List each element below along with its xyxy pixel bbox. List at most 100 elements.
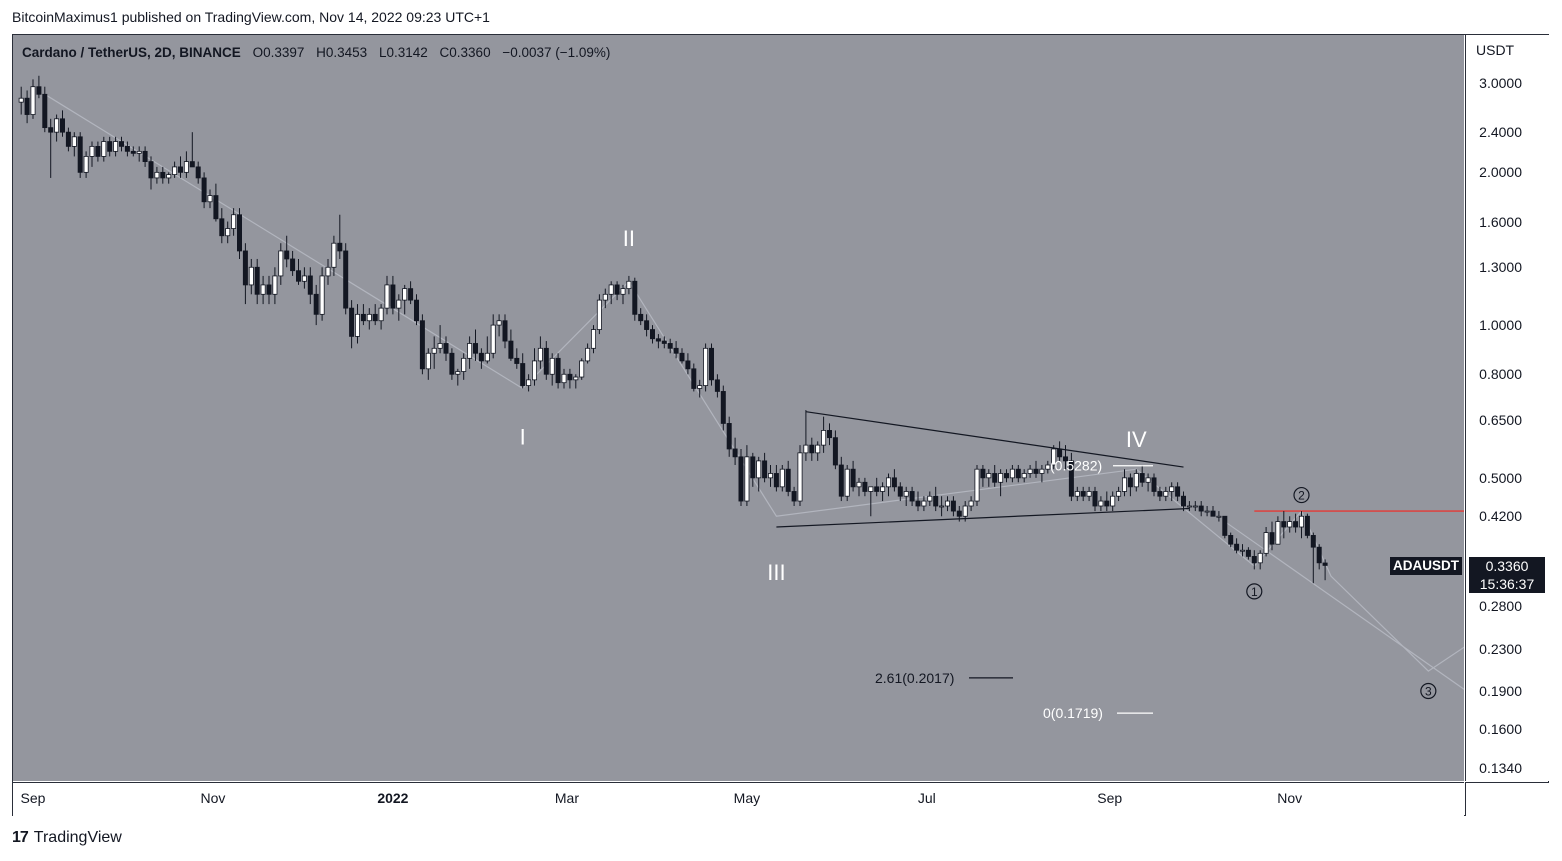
legend-close-label: C — [439, 45, 450, 60]
candle-body — [1133, 473, 1139, 488]
candle-body — [177, 166, 183, 173]
legend-change: −0.0037 (−1.09%) — [502, 45, 611, 60]
candle-body — [419, 320, 425, 370]
candle-body — [77, 136, 83, 173]
candle-body — [54, 118, 60, 133]
price-tick-label: 0.8000 — [1479, 366, 1522, 383]
legend-open-value: 0.3397 — [263, 45, 305, 60]
candle-body — [496, 320, 502, 326]
candle-body — [413, 299, 419, 322]
elliott-wave-label: III — [767, 560, 785, 585]
candle-body — [673, 347, 679, 354]
candle-body — [986, 473, 992, 479]
candle-body — [850, 468, 856, 488]
candle-body — [195, 166, 201, 179]
candle-body — [838, 464, 844, 497]
candlestick-chart[interactable]: (0.5282)2.61(0.2017)0(0.1719)IIIIIIIVV12… — [13, 35, 1464, 781]
candle-body — [472, 343, 478, 354]
candle-body — [1216, 515, 1222, 518]
candle-body — [573, 376, 579, 381]
candle-body — [1033, 468, 1039, 474]
candle-body — [762, 460, 768, 479]
candle-body — [431, 347, 437, 354]
candle-body — [378, 307, 384, 322]
candle-body — [555, 357, 561, 384]
candle-body — [956, 510, 962, 517]
candle-body — [697, 385, 703, 389]
candle-body — [620, 288, 626, 295]
tradingview-footer[interactable]: 17 TradingView — [12, 829, 122, 847]
symbol-price-tag: ADAUSDT — [1390, 557, 1462, 575]
candle-body — [815, 444, 821, 454]
candle-body — [272, 275, 278, 295]
subwave-circle — [1420, 682, 1437, 700]
candle-body — [130, 150, 136, 154]
price-axis[interactable] — [1465, 35, 1549, 781]
candle-body — [998, 473, 1004, 483]
candle-body — [679, 352, 685, 362]
legend-symbol[interactable]: Cardano / TetherUS, 2D, BINANCE — [22, 45, 241, 60]
candle-body — [921, 500, 927, 507]
candle-body — [284, 250, 290, 260]
candle-body — [484, 352, 490, 362]
candle-body — [248, 266, 254, 286]
candle-body — [655, 338, 661, 342]
candle-body — [1310, 535, 1316, 548]
candle-body — [124, 145, 130, 152]
candle-body — [638, 313, 644, 322]
candle-body — [1015, 468, 1021, 479]
candle-body — [490, 324, 496, 354]
fib-level-label: 2.61(0.2017) — [875, 670, 954, 686]
candle-body — [927, 495, 933, 502]
price-tick-label: 0.1900 — [1479, 683, 1522, 700]
candle-body — [1157, 491, 1163, 497]
subwave-circle — [1246, 583, 1263, 600]
candle-body — [791, 491, 797, 502]
candle-body — [1116, 491, 1122, 497]
candle-body — [1145, 477, 1151, 483]
candle-body — [443, 343, 449, 354]
fib-level-label: (0.5282) — [1050, 458, 1102, 474]
candle-body — [915, 500, 921, 507]
candle-body — [750, 456, 756, 479]
candle-body — [827, 430, 833, 439]
plot-area[interactable] — [13, 35, 1464, 781]
candle-body — [1175, 486, 1181, 497]
candle-body — [939, 505, 945, 508]
legend-close-value: 0.3360 — [449, 45, 491, 60]
candle-body — [514, 357, 520, 364]
candle-body — [1192, 505, 1198, 508]
candle-body — [1322, 562, 1328, 566]
candle-body — [661, 340, 667, 344]
candle-body — [561, 373, 567, 384]
candle-body — [183, 161, 189, 173]
candle-body — [231, 214, 237, 229]
candle-body — [821, 430, 827, 446]
bar-countdown: 15:36:37 — [1479, 576, 1535, 592]
candle-body — [1063, 456, 1069, 462]
price-tick-label: 1.3000 — [1479, 259, 1522, 276]
candle-body — [1139, 473, 1145, 483]
tradingview-brand: TradingView — [33, 829, 122, 846]
candle-body — [207, 195, 213, 203]
candle-body — [119, 141, 125, 147]
candle-body — [65, 131, 71, 147]
price-tick-label: 0.4200 — [1479, 508, 1522, 525]
time-tick-label: Jul — [917, 790, 936, 806]
candle-body — [945, 500, 951, 507]
candle-body — [1263, 532, 1269, 554]
time-tick-label: Sep — [20, 790, 46, 806]
candle-body — [1257, 552, 1263, 564]
candle-body — [349, 307, 355, 337]
candle-body — [467, 343, 473, 359]
candle-body — [968, 500, 974, 507]
candle-body — [1316, 546, 1322, 564]
candle-body — [709, 347, 715, 381]
price-tick-label: 2.0000 — [1479, 164, 1522, 181]
legend-low-label: L — [378, 45, 387, 60]
candle-body — [254, 266, 260, 295]
candle-body — [803, 444, 809, 454]
time-axis[interactable] — [13, 782, 1464, 816]
candle-body — [225, 228, 231, 237]
candle-body — [83, 156, 89, 173]
